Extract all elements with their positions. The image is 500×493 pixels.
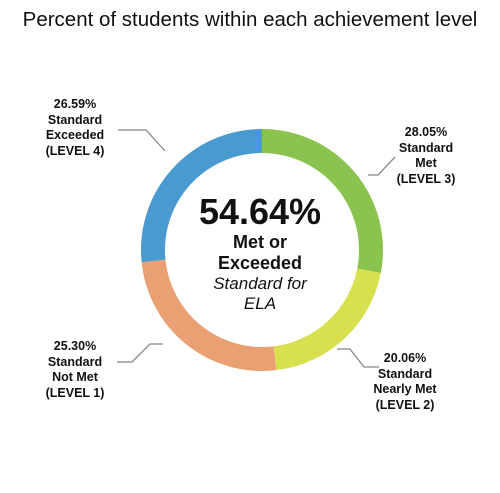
label-level-3-name-1: Standard	[398, 140, 454, 155]
slice-level-1	[141, 259, 277, 371]
label-level-1-name-2: Not Met	[52, 370, 98, 384]
label-level-3: 28.05% Standard Met (LEVEL 3)	[371, 125, 481, 187]
slice-level-4	[140, 129, 262, 263]
label-level-4-name-2: Exceeded	[45, 128, 105, 142]
label-level-2-name-1: Standard	[377, 366, 433, 381]
center-line-2: Exceeded	[217, 253, 303, 273]
label-level-2-percent: 20.06%	[383, 351, 427, 365]
slice-level-3	[262, 129, 383, 274]
label-level-2-level: (LEVEL 2)	[375, 397, 435, 412]
label-level-4-level: (LEVEL 4)	[45, 143, 105, 158]
center-line-4: ELA	[243, 294, 277, 313]
label-level-1-percent: 25.30%	[53, 339, 97, 353]
label-level-4: 26.59% Standard Exceeded (LEVEL 4)	[20, 97, 130, 159]
label-level-3-name-2: Met	[415, 156, 437, 170]
label-level-4-percent: 26.59%	[53, 97, 97, 111]
center-line-1: Met or	[233, 232, 287, 252]
label-level-1-name-1: Standard	[47, 354, 103, 369]
label-level-3-level: (LEVEL 3)	[396, 171, 456, 186]
slice-level-2	[273, 268, 381, 371]
label-level-1-level: (LEVEL 1)	[45, 385, 105, 400]
chart-title: Percent of students within each achievem…	[22, 8, 478, 31]
leader-line-level-2	[337, 348, 379, 368]
leader-line-level-3	[368, 156, 396, 176]
center-line-3: Standard for	[213, 274, 307, 293]
leader-line-level-1	[117, 343, 163, 363]
leader-line-level-4	[118, 129, 166, 152]
label-level-1: 25.30% Standard Not Met (LEVEL 1)	[20, 339, 130, 401]
label-level-2: 20.06% Standard Nearly Met (LEVEL 2)	[350, 351, 460, 413]
label-level-3-percent: 28.05%	[404, 125, 448, 139]
label-level-4-name-1: Standard	[47, 112, 103, 127]
center-summary: 54.64% Met or Exceeded Standard for ELA	[180, 192, 340, 314]
label-level-2-name-2: Nearly Met	[373, 382, 437, 396]
center-percent: 54.64%	[198, 191, 322, 232]
